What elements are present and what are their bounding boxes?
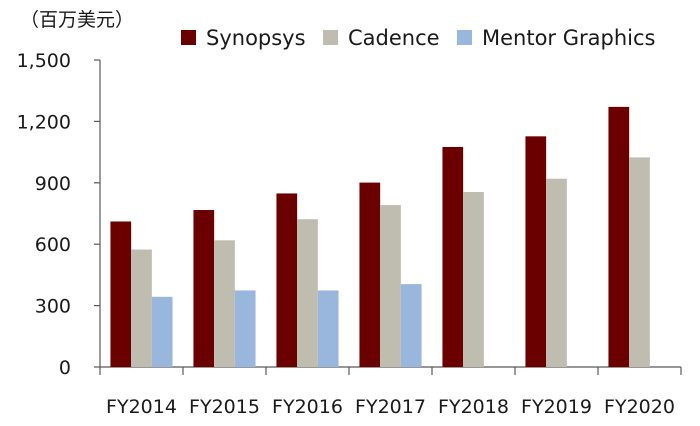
legend-label-mentor-graphics: Mentor Graphics [482,26,655,50]
x-tick-label: FY2015 [189,396,260,418]
unit-label: （百万美元） [20,9,134,31]
bar-cadence-fy2019 [546,178,567,367]
legend-swatch-mentor-graphics [457,30,472,45]
x-tick-label: FY2019 [521,396,592,418]
y-tick-label: 1,200 [17,111,71,133]
legend: Synopsys Cadence Mentor Graphics [181,26,655,50]
bar-cadence-fy2014 [131,249,152,367]
bar-mentor-graphics-fy2014 [151,296,173,367]
bar-synopsys-fy2014 [110,221,132,367]
bar-synopsys-fy2018 [442,146,464,367]
y-tick-label: 0 [59,357,71,379]
y-axis: 0 300 600 900 1,200 1,500 [17,50,101,379]
legend-swatch-synopsys [181,30,196,45]
bar-cadence-fy2016 [297,219,318,367]
bars [110,106,650,368]
bar-mentor-graphics-fy2016 [317,290,339,367]
y-tick-label: 1,500 [17,50,71,72]
x-tick-label: FY2020 [604,396,675,418]
bar-synopsys-fy2016 [276,193,298,367]
bar-synopsys-fy2020 [608,106,630,368]
legend-label-synopsys: Synopsys [206,26,306,50]
bar-cadence-fy2020 [629,157,650,367]
bar-synopsys-fy2017 [359,182,381,367]
y-tick-label: 300 [35,296,71,318]
bar-mentor-graphics-fy2015 [234,290,256,367]
bar-synopsys-fy2019 [525,136,547,367]
legend-swatch-cadence [323,30,338,45]
x-tick-label: FY2017 [355,396,426,418]
bar-mentor-graphics-fy2017 [400,284,422,367]
bar-cadence-fy2017 [380,205,401,367]
x-tick-label: FY2016 [272,396,343,418]
x-tick-label: FY2014 [106,396,177,418]
legend-label-cadence: Cadence [348,26,440,50]
y-tick-label: 600 [35,234,71,256]
x-tick-label: FY2018 [438,396,509,418]
bar-cadence-fy2015 [214,240,235,367]
bar-cadence-fy2018 [463,192,484,367]
x-axis: FY2014 FY2015 FY2016 FY2017 FY2018 FY2019 FY20… [99,366,682,418]
y-tick-label: 900 [35,173,71,195]
bar-synopsys-fy2015 [193,210,215,367]
